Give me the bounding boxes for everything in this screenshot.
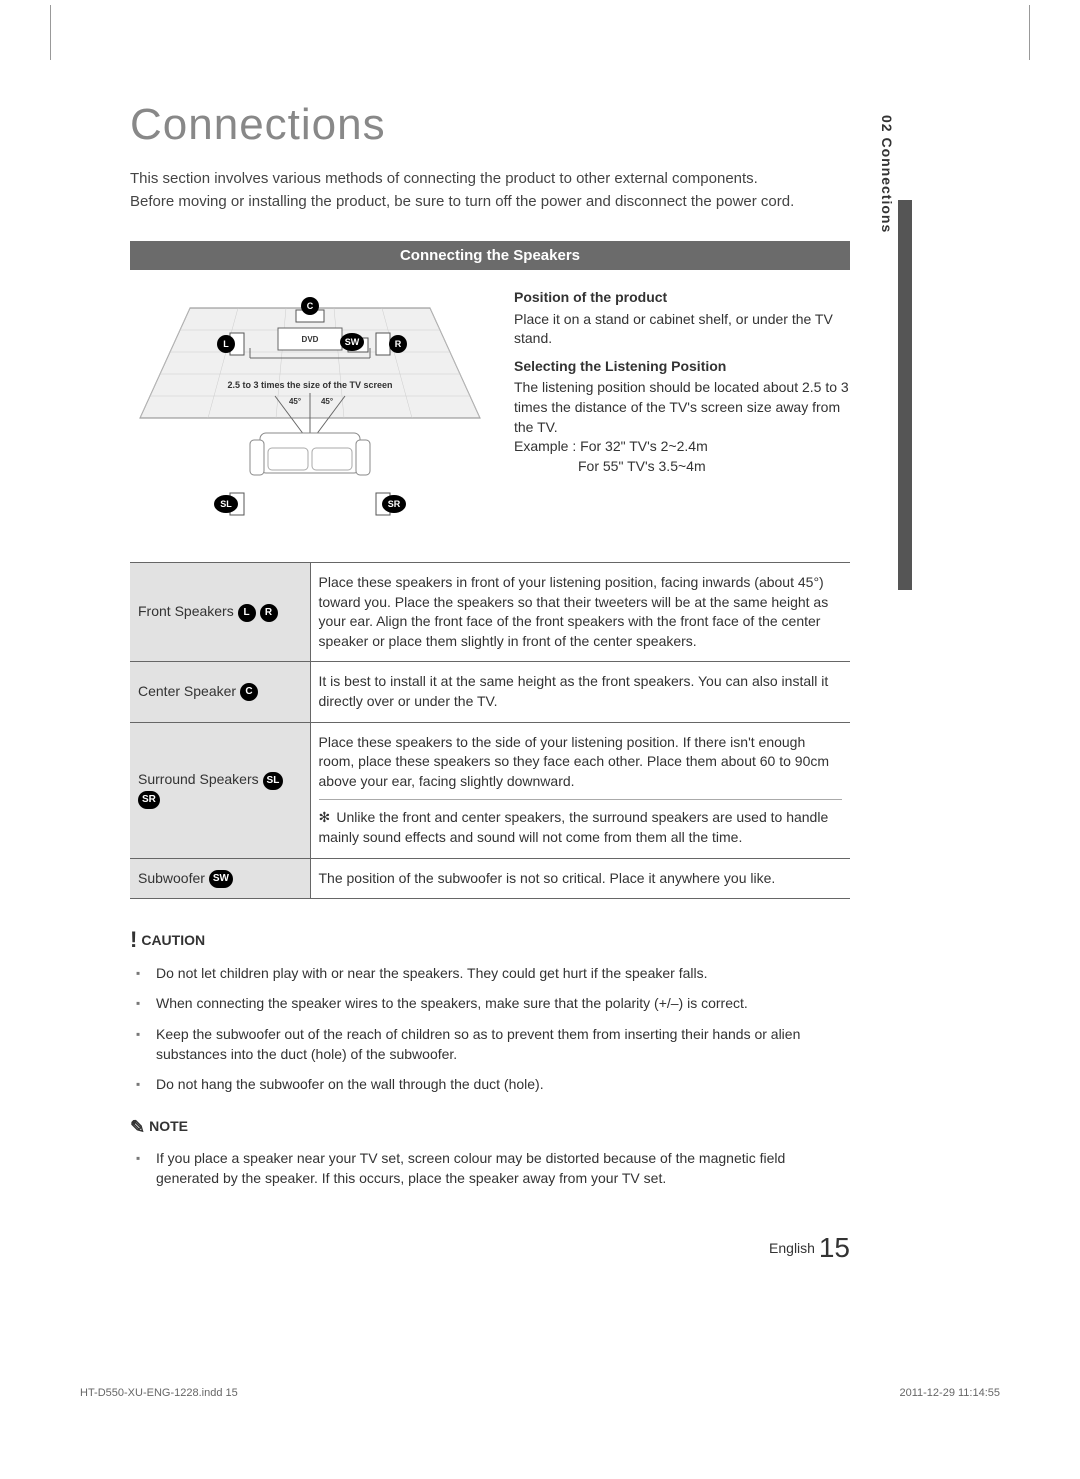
sub-text: The position of the subwoofer is not so …	[310, 858, 850, 899]
table-row: Surround Speakers SL SR Place these spea…	[130, 722, 850, 858]
footer-lang: English	[769, 1240, 815, 1256]
intro-text: This section involves various methods of…	[130, 168, 850, 213]
section-banner: Connecting the Speakers	[130, 241, 850, 270]
footer-page: 15	[819, 1232, 850, 1263]
speaker-table: Front Speakers L R Place these speakers …	[130, 562, 850, 899]
svg-text:SR: SR	[388, 499, 401, 509]
doc-timestamp: 2011-12-29 11:14:55	[899, 1387, 1000, 1399]
star-icon: ✻	[319, 808, 333, 828]
speaker-diagram: DVD C L R SW 2.5 to 3 t	[130, 288, 490, 538]
dvd-label: DVD	[302, 335, 319, 344]
badge-sr-icon: SR	[138, 791, 160, 809]
surround-note: Unlike the front and center speakers, th…	[319, 809, 829, 845]
example-label: Example :	[514, 438, 580, 454]
note-icon: ✎	[130, 1117, 145, 1137]
side-tab: 02 Connections	[879, 115, 895, 233]
position-h1: Position of the product	[514, 288, 850, 308]
doc-id: HT-D550-XU-ENG-1228.indd 15	[80, 1387, 238, 1399]
page-footer: English 15	[769, 1232, 850, 1264]
caution-block: !CAUTION Do not let children play with o…	[130, 927, 850, 1094]
example-1: For 32" TV's 2~2.4m	[580, 438, 708, 454]
surround-label: Surround Speakers	[138, 771, 259, 787]
caution-item: Do not let children play with or near th…	[156, 963, 850, 983]
badge-sl-icon: SL	[263, 772, 284, 790]
svg-text:45°: 45°	[289, 397, 301, 406]
sub-label: Subwoofer	[138, 870, 205, 886]
caution-heading: CAUTION	[141, 932, 205, 948]
position-h2: Selecting the Listening Position	[514, 357, 850, 377]
svg-text:SW: SW	[345, 337, 360, 347]
table-row: Front Speakers L R Place these speakers …	[130, 563, 850, 662]
intro-line2: Before moving or installing the product,…	[130, 193, 794, 210]
caution-item: Keep the subwoofer out of the reach of c…	[156, 1024, 850, 1065]
badge-r-icon: R	[260, 604, 278, 622]
note-heading: NOTE	[149, 1118, 188, 1134]
svg-text:R: R	[395, 339, 402, 349]
intro-line1: This section involves various methods of…	[130, 170, 758, 187]
center-label: Center Speaker	[138, 683, 236, 699]
svg-text:45°: 45°	[321, 397, 333, 406]
note-item: If you place a speaker near your TV set,…	[156, 1148, 850, 1189]
caution-item: Do not hang the subwoofer on the wall th…	[156, 1074, 850, 1094]
caution-item: When connecting the speaker wires to the…	[156, 993, 850, 1013]
front-label: Front Speakers	[138, 603, 234, 619]
caution-icon: !	[130, 927, 137, 952]
table-row: Subwoofer SW The position of the subwoof…	[130, 858, 850, 899]
example-2: For 55" TV's 3.5~4m	[514, 457, 850, 477]
svg-text:C: C	[307, 301, 314, 311]
position-info: Position of the product Place it on a st…	[514, 288, 850, 538]
position-p1: Place it on a stand or cabinet shelf, or…	[514, 310, 850, 349]
badge-sw-icon: SW	[209, 870, 233, 888]
surround-text: Place these speakers to the side of your…	[319, 733, 843, 792]
side-block	[898, 200, 912, 590]
doc-footer: HT-D550-XU-ENG-1228.indd 15 2011-12-29 1…	[80, 1387, 1000, 1399]
center-text: It is best to install it at the same hei…	[310, 662, 850, 722]
front-text: Place these speakers in front of your li…	[310, 563, 850, 662]
svg-text:L: L	[223, 339, 229, 349]
note-block: ✎NOTE If you place a speaker near your T…	[130, 1117, 850, 1189]
position-p2: The listening position should be located…	[514, 378, 850, 437]
table-row: Center Speaker C It is best to install i…	[130, 662, 850, 722]
svg-text:SL: SL	[220, 499, 232, 509]
diagram-caption: 2.5 to 3 times the size of the TV screen	[227, 380, 392, 390]
badge-l-icon: L	[238, 604, 256, 622]
badge-c-icon: C	[240, 683, 258, 701]
page-title: Connections	[130, 100, 850, 150]
